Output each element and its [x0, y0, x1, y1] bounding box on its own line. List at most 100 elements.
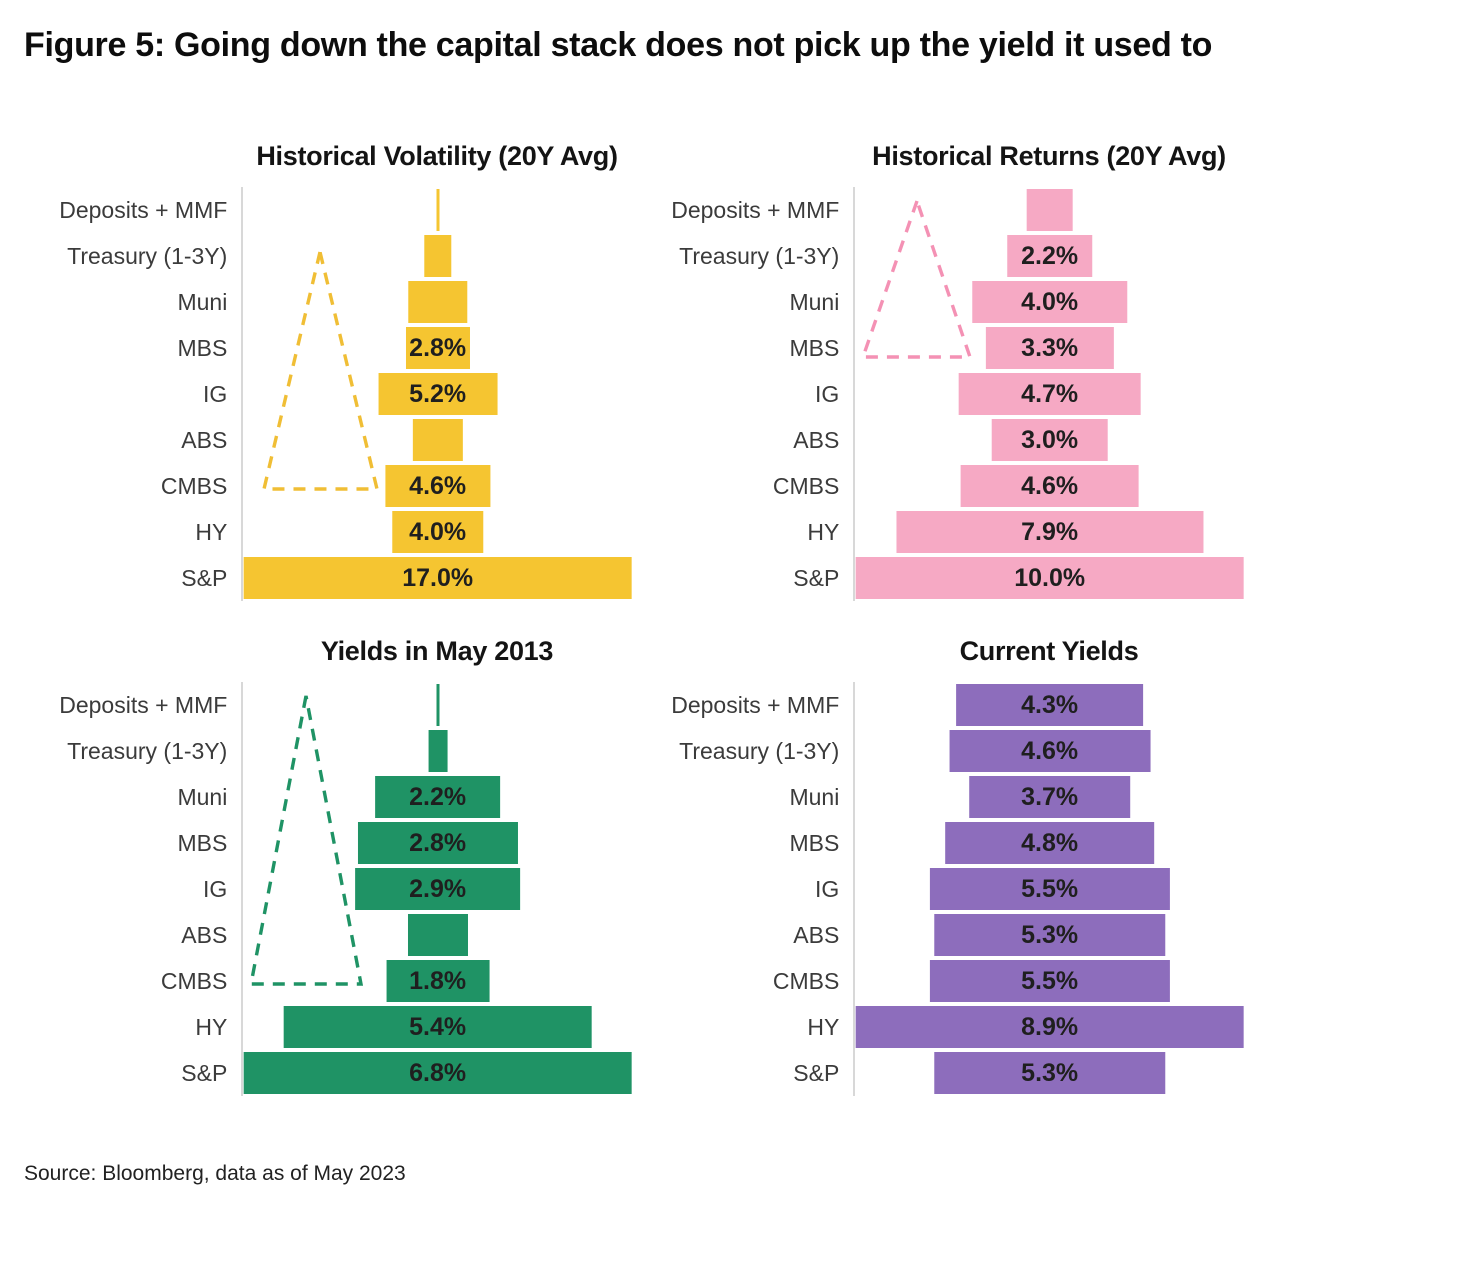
bar-row-treasury-1-3y: 4.6% — [855, 728, 1244, 774]
bar-row-mbs: 3.3% — [855, 325, 1244, 371]
category-labels: Deposits + MMF Treasury (1-3Y) Muni MBS IG AB… — [24, 187, 241, 601]
bar-value-s-p: 6.8% — [409, 1058, 467, 1087]
bar-row-mbs: 2.8% — [243, 325, 632, 371]
bar-row-muni: 2.2% — [243, 774, 632, 820]
category-label-hy: HY — [807, 1014, 840, 1041]
bar-row-cmbs: 5.5% — [855, 958, 1244, 1004]
plot-area: 2.2% 4.0% 3.3% 4.7% 3.0% 4.6% 7.9% 10.0% — [853, 187, 1244, 602]
bar-treasury-1-3y: 2.2% — [1006, 235, 1093, 278]
bar-value-mbs: 2.8% — [409, 333, 467, 362]
bar-treasury-1-3y — [423, 235, 452, 278]
category-label-cmbs: CMBS — [772, 968, 840, 995]
bar-ig: 5.2% — [378, 373, 498, 416]
bar-row-abs — [243, 417, 632, 463]
bar-muni: 3.7% — [968, 776, 1131, 819]
category-label-muni: Muni — [177, 784, 228, 811]
bar-value-ig: 5.5% — [1021, 874, 1079, 903]
plot-area: 2.2% 2.8% 2.9% 1.8% 5.4% 6.8% — [241, 682, 632, 1097]
bar-s-p: 6.8% — [243, 1052, 632, 1095]
bar-mbs: 2.8% — [405, 327, 470, 370]
chart-historical-returns-20y-avg: Historical Returns (20Y Avg) Deposits + M… — [636, 139, 1244, 602]
bar-value-hy: 5.4% — [409, 1012, 467, 1041]
bar-cmbs: 5.5% — [929, 960, 1170, 1003]
bar-row-hy: 5.4% — [243, 1004, 632, 1050]
bar-row-hy: 7.9% — [855, 509, 1244, 555]
bar-row-muni — [243, 279, 632, 325]
bar-hy: 8.9% — [855, 1006, 1244, 1049]
bar-row-abs — [243, 912, 632, 958]
bar-value-ig: 5.2% — [409, 379, 467, 408]
bar-value-mbs: 4.8% — [1021, 828, 1079, 857]
bar-value-cmbs: 4.6% — [409, 471, 467, 500]
category-label-ig: IG — [203, 876, 228, 903]
bar-value-cmbs: 4.6% — [1021, 471, 1079, 500]
category-label-ig: IG — [815, 876, 840, 903]
bar-treasury-1-3y: 4.6% — [949, 730, 1151, 773]
figure-page: Figure 5: Going down the capital stack d… — [24, 26, 1434, 1186]
category-label-abs: ABS — [793, 922, 840, 949]
charts-grid: Historical Volatility (20Y Avg) Deposits … — [24, 139, 1434, 1097]
bar-treasury-1-3y — [428, 730, 448, 773]
category-labels: Deposits + MMF Treasury (1-3Y) Muni MBS IG AB… — [24, 682, 241, 1096]
category-label-ig: IG — [203, 381, 228, 408]
bar-muni — [407, 281, 468, 324]
chart-title: Historical Returns (20Y Avg) — [872, 141, 1226, 172]
bar-hy: 7.9% — [896, 511, 1204, 554]
bar-row-muni: 3.7% — [855, 774, 1244, 820]
bar-row-treasury-1-3y — [243, 728, 632, 774]
bar-value-cmbs: 1.8% — [409, 966, 467, 995]
category-labels: Deposits + MMF Treasury (1-3Y) Muni MBS IG AB… — [636, 682, 853, 1096]
plot-area: 2.8% 5.2% 4.6% 4.0% 17.0% — [241, 187, 632, 602]
chart-title: Current Yields — [959, 636, 1139, 667]
bar-value-abs: 5.3% — [1021, 920, 1079, 949]
bar-ig: 4.7% — [958, 373, 1141, 416]
bar-abs: 5.3% — [933, 914, 1166, 957]
category-label-ig: IG — [815, 381, 840, 408]
category-label-muni: Muni — [789, 289, 840, 316]
bar-s-p: 5.3% — [933, 1052, 1166, 1095]
bar-value-muni: 4.0% — [1021, 287, 1079, 316]
bar-deposits-mmf — [436, 189, 440, 232]
bar-row-abs: 5.3% — [855, 912, 1244, 958]
bar-abs: 3.0% — [991, 419, 1108, 462]
bar-row-deposits-mmf — [243, 187, 632, 233]
bar-ig: 5.5% — [929, 868, 1170, 911]
category-label-abs: ABS — [793, 427, 840, 454]
category-label-abs: ABS — [181, 427, 228, 454]
bar-cmbs: 1.8% — [386, 960, 490, 1003]
bar-value-hy: 7.9% — [1021, 517, 1079, 546]
category-label-hy: HY — [807, 519, 840, 546]
bar-row-mbs: 2.8% — [243, 820, 632, 866]
chart-body: Deposits + MMF Treasury (1-3Y) Muni MBS IG AB… — [636, 187, 1244, 602]
plot-area: 4.3% 4.6% 3.7% 4.8% 5.5% 5.3% 5.5% 8.9% 5.3% — [853, 682, 1244, 1097]
category-label-mbs: MBS — [177, 830, 228, 857]
bar-deposits-mmf — [1026, 189, 1073, 232]
bar-row-ig: 5.2% — [243, 371, 632, 417]
bar-mbs: 4.8% — [944, 822, 1155, 865]
bar-row-deposits-mmf — [855, 187, 1244, 233]
category-label-mbs: MBS — [789, 335, 840, 362]
category-label-deposits-mmf: Deposits + MMF — [59, 197, 228, 224]
bar-row-deposits-mmf — [243, 682, 632, 728]
bar-value-cmbs: 5.5% — [1021, 966, 1079, 995]
bar-value-deposits-mmf: 4.3% — [1021, 690, 1079, 719]
bar-row-muni: 4.0% — [855, 279, 1244, 325]
bar-s-p: 17.0% — [243, 557, 632, 600]
category-label-s-p: S&P — [181, 1060, 228, 1087]
bar-row-treasury-1-3y: 2.2% — [855, 233, 1244, 279]
category-label-treasury-1-3y: Treasury (1-3Y) — [67, 243, 228, 270]
bar-value-hy: 4.0% — [409, 517, 467, 546]
chart-body: Deposits + MMF Treasury (1-3Y) Muni MBS IG AB… — [636, 682, 1244, 1097]
chart-title: Yields in May 2013 — [320, 636, 554, 667]
category-label-cmbs: CMBS — [772, 473, 840, 500]
bar-value-mbs: 2.8% — [409, 828, 467, 857]
bar-muni: 4.0% — [971, 281, 1128, 324]
bar-mbs: 3.3% — [985, 327, 1114, 370]
bar-row-ig: 5.5% — [855, 866, 1244, 912]
category-label-abs: ABS — [181, 922, 228, 949]
source-note: Source: Bloomberg, data as of May 2023 — [24, 1162, 406, 1186]
chart-yields-in-may-2013: Yields in May 2013 Deposits + MMF Treasury… — [24, 634, 632, 1097]
bar-row-s-p: 5.3% — [855, 1050, 1244, 1096]
bar-row-s-p: 6.8% — [243, 1050, 632, 1096]
category-label-s-p: S&P — [793, 565, 840, 592]
